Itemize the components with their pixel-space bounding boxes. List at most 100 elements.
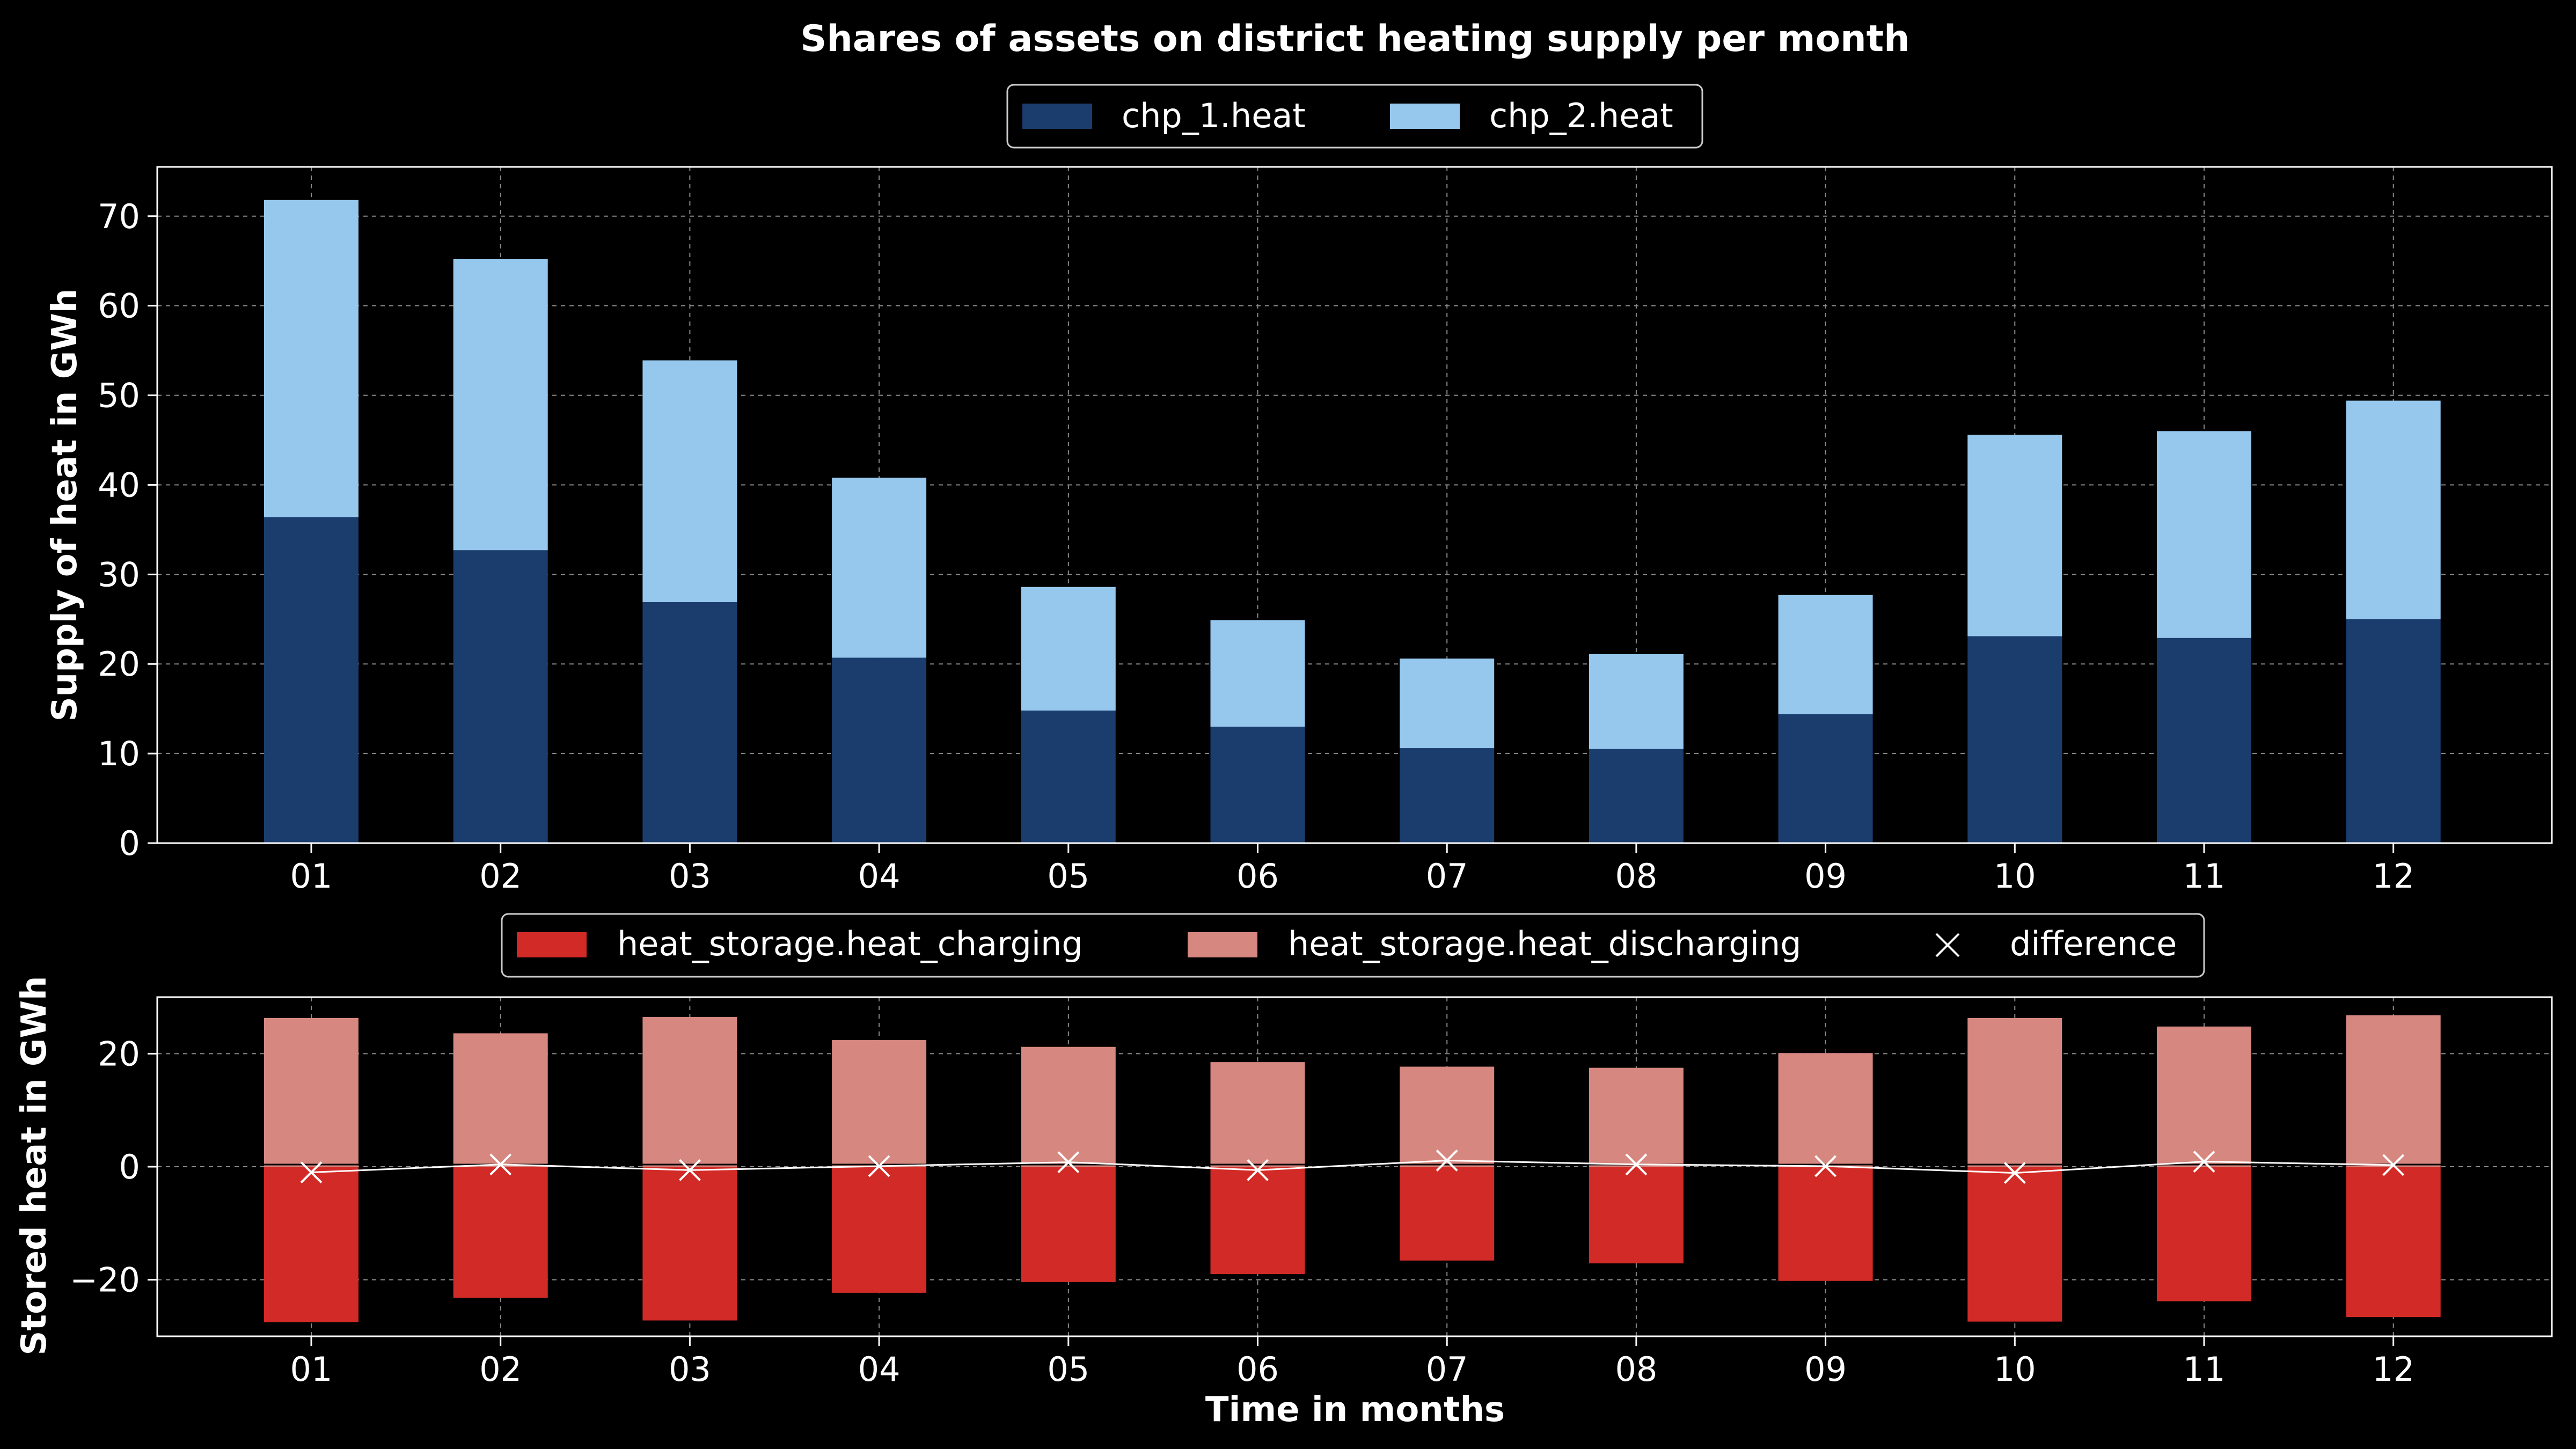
top-x-tick-label: 03 <box>669 857 711 896</box>
bar-heat-storage-heat-discharging-10 <box>1967 1018 2062 1167</box>
bar-chp-1-heat-04 <box>832 657 927 843</box>
top-x-tick-label: 01 <box>290 857 333 896</box>
top-plot-frame <box>156 166 2553 844</box>
bar-heat-storage-heat-discharging-03 <box>642 1016 737 1167</box>
bottom-x-tick-label: 10 <box>1994 1350 2036 1389</box>
bar-chp-1-heat-07 <box>1400 748 1495 843</box>
bottom-y-tick-label: 20 <box>98 1034 140 1073</box>
top-legend-box <box>1006 84 1703 149</box>
bottom-x-tick-label: 07 <box>1426 1350 1468 1389</box>
top-x-tick-label: 07 <box>1426 857 1468 896</box>
difference-markers <box>300 1149 2405 1184</box>
bottom-x-ticks: 01 02 03 04 05 06 07 08 09 10 11 12 <box>290 1336 2414 1389</box>
difference-marker-07 <box>1436 1149 1458 1172</box>
bar-chp-1-heat-05 <box>1021 711 1116 843</box>
difference-marker-09 <box>1814 1155 1837 1177</box>
bar-chp-1-heat-09 <box>1778 714 1873 843</box>
bar-heat-storage-heat-charging-11 <box>2157 1167 2251 1301</box>
bottom-x-tick-label: 01 <box>290 1350 333 1389</box>
bar-heat-storage-heat-charging-10 <box>1967 1167 2062 1322</box>
difference-marker-02 <box>489 1153 512 1176</box>
bar-chp-2-heat-10 <box>1967 434 2062 636</box>
bar-heat-storage-heat-charging-12 <box>2346 1167 2441 1318</box>
bottom-y-tick-label: 0 <box>119 1147 140 1187</box>
top-x-tick-label: 09 <box>1804 857 1847 896</box>
difference-marker-12 <box>2382 1154 2405 1176</box>
bar-chp-2-heat-09 <box>1778 595 1873 714</box>
legend-swatch-chp-1 <box>1022 104 1092 129</box>
bottom-x-tick-label: 09 <box>1804 1350 1847 1389</box>
bar-chp-1-heat-02 <box>453 550 548 843</box>
bottom-x-tick-label: 06 <box>1236 1350 1279 1389</box>
bar-heat-storage-heat-discharging-05 <box>1021 1046 1116 1167</box>
bottom-y-ticks: −20 0 20 <box>70 1034 157 1300</box>
legend-marker-difference <box>1935 933 1960 957</box>
bottom-x-tick-label: 02 <box>479 1350 522 1389</box>
legend-swatch-chp-2 <box>1390 104 1460 129</box>
bar-heat-storage-heat-discharging-01 <box>264 1018 358 1167</box>
bottom-y-tick-label: −20 <box>70 1261 140 1300</box>
top-y-tick-label: 0 <box>119 824 140 863</box>
bottom-bars <box>264 1015 2441 1322</box>
bottom-x-axis-label: Time in months <box>1205 1390 1505 1430</box>
bar-heat-storage-heat-discharging-11 <box>2157 1026 2251 1167</box>
bar-heat-storage-heat-discharging-06 <box>1210 1062 1305 1167</box>
bar-heat-storage-heat-discharging-09 <box>1778 1053 1873 1167</box>
top-legend: chp_1.heat chp_2.heat <box>1006 84 1703 149</box>
top-x-ticks: 01 02 03 04 05 06 07 08 09 10 11 12 <box>290 843 2414 896</box>
top-y-tick-label: 60 <box>98 287 140 326</box>
bar-chp-1-heat-11 <box>2157 638 2251 843</box>
legend-label-chp-2: chp_2.heat <box>1489 96 1673 135</box>
bar-chp-2-heat-06 <box>1210 620 1305 727</box>
top-x-tick-label: 02 <box>479 857 522 896</box>
difference-marker-05 <box>1057 1151 1080 1173</box>
top-y-tick-label: 20 <box>98 645 140 684</box>
bottom-x-tick-label: 08 <box>1615 1350 1657 1389</box>
bar-chp-1-heat-08 <box>1589 749 1684 843</box>
difference-marker-06 <box>1247 1159 1269 1181</box>
bar-chp-2-heat-05 <box>1021 587 1116 711</box>
top-y-tick-label: 10 <box>98 734 140 773</box>
bar-heat-storage-heat-charging-04 <box>832 1167 927 1293</box>
bar-chp-2-heat-08 <box>1589 654 1684 749</box>
bottom-x-tick-label: 04 <box>858 1350 901 1389</box>
bar-heat-storage-heat-charging-02 <box>453 1167 548 1298</box>
bar-chp-2-heat-01 <box>264 200 358 517</box>
difference-marker-10 <box>2003 1162 2026 1184</box>
bar-heat-storage-heat-discharging-04 <box>832 1040 927 1167</box>
bar-heat-storage-heat-charging-01 <box>264 1167 358 1322</box>
top-bars <box>264 200 2441 843</box>
top-chart: 0 10 20 30 40 50 60 70 01 02 03 04 05 06 07 08 09 10 11 12… <box>45 84 2553 896</box>
difference-marker-11 <box>2193 1151 2215 1173</box>
bottom-legend: heat_storage.heat_charging heat_storage.… <box>501 913 2205 978</box>
legend-label-chp-1: chp_1.heat <box>1122 96 1306 135</box>
bottom-y-axis-label: Stored heat in GWh <box>14 976 54 1355</box>
bar-heat-storage-heat-discharging-12 <box>2346 1015 2441 1167</box>
top-x-tick-label: 11 <box>2183 857 2226 896</box>
bar-chp-1-heat-01 <box>264 517 358 843</box>
top-x-tick-label: 05 <box>1047 857 1089 896</box>
difference-marker-03 <box>678 1159 701 1181</box>
bar-chp-2-heat-03 <box>642 360 737 603</box>
chart-title: Shares of assets on district heating sup… <box>800 18 1909 60</box>
bottom-x-tick-label: 11 <box>2183 1350 2226 1389</box>
bottom-legend-box <box>501 913 2205 978</box>
top-x-tick-label: 10 <box>1994 857 2036 896</box>
top-y-tick-label: 40 <box>98 465 140 504</box>
bottom-chart: −20 0 20 01 02 03 04 05 06 07 08 09 10 11 12 Stored h… <box>14 913 2553 1430</box>
legend-label-discharging: heat_storage.heat_discharging <box>1288 924 1802 963</box>
bar-chp-1-heat-03 <box>642 602 737 843</box>
difference-marker-01 <box>300 1161 323 1183</box>
difference-marker-08 <box>1625 1153 1648 1176</box>
bottom-x-tick-label: 12 <box>2372 1350 2414 1389</box>
bar-heat-storage-heat-discharging-07 <box>1400 1066 1495 1167</box>
difference-line <box>311 1159 2394 1174</box>
top-x-tick-label: 04 <box>858 857 901 896</box>
legend-swatch-discharging <box>1188 932 1257 957</box>
legend-swatch-charging <box>517 932 587 957</box>
top-y-ticks: 0 10 20 30 40 50 60 70 <box>98 197 157 863</box>
bar-chp-2-heat-04 <box>832 478 927 658</box>
bar-chp-2-heat-02 <box>453 259 548 551</box>
top-y-tick-label: 30 <box>98 555 140 594</box>
